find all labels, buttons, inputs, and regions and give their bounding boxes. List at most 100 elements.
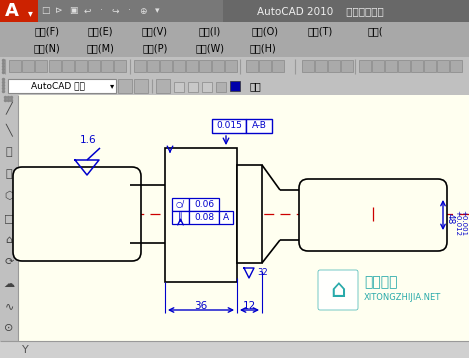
Text: 修改(M): 修改(M) [86,43,114,53]
Bar [219,211,233,224]
Bar [0,22,469,40]
Bar [49,60,61,72]
Text: AutoCAD 经典: AutoCAD 经典 [31,82,85,91]
Text: ○/: ○/ [176,200,185,209]
Bar [246,60,258,72]
Text: ⊙: ⊙ [4,323,14,333]
Text: AutoCAD 2010    零件轴的标注: AutoCAD 2010 零件轴的标注 [257,6,383,16]
FancyBboxPatch shape [318,270,358,310]
Bar [216,82,226,92]
Text: 1.6: 1.6 [80,135,97,145]
Bar [172,211,189,224]
Text: ⌂: ⌂ [6,235,13,245]
Bar [173,60,185,72]
Bar [246,119,272,133]
Text: ▾: ▾ [155,6,159,15]
Bar [9,60,21,72]
Text: ⌒: ⌒ [6,147,12,157]
Bar [88,60,100,72]
Bar [62,60,74,72]
Bar [147,60,159,72]
Bar [134,79,148,93]
Text: 工具(T): 工具(T) [307,26,333,36]
Text: 参数(P): 参数(P) [142,43,168,53]
Text: 12: 12 [243,301,256,311]
Bar [0,341,469,358]
FancyBboxPatch shape [299,179,447,251]
Bar [156,79,170,93]
Bar [0,76,469,95]
Text: A-B: A-B [251,121,266,131]
Text: 标注(N): 标注(N) [34,43,61,53]
Text: ·: · [99,6,102,15]
Bar [75,60,87,72]
Bar [165,148,237,282]
Text: □: □ [4,213,14,223]
Bar [0,40,469,57]
Text: ⌂: ⌂ [330,278,346,302]
Bar [189,211,219,224]
Bar [450,60,462,72]
Bar [202,82,212,92]
Text: 0.015: 0.015 [216,121,242,131]
Bar [188,82,198,92]
Text: ╲: ╲ [6,124,12,136]
Bar [398,60,410,72]
Text: 绘图(: 绘图( [367,26,383,36]
Text: ▾: ▾ [110,82,114,91]
FancyBboxPatch shape [13,167,141,261]
Bar [359,60,371,72]
Bar [272,60,284,72]
Text: 视图(V): 视图(V) [142,26,168,36]
Bar [199,60,211,72]
Bar [237,165,262,263]
Text: 0.06: 0.06 [194,200,214,209]
Text: 48: 48 [446,213,454,225]
Text: A: A [5,2,19,20]
Text: ▾: ▾ [28,8,32,18]
Text: 0.08: 0.08 [194,213,214,222]
Bar [212,119,246,133]
Bar [22,60,34,72]
Bar [230,81,240,91]
Text: 文件(F): 文件(F) [35,26,60,36]
Text: +0.012: +0.012 [454,210,460,236]
Bar [341,60,353,72]
Bar [186,60,198,72]
Text: Y: Y [22,345,29,355]
Text: 标注: 标注 [249,81,261,91]
Text: 系统之家: 系统之家 [364,275,398,289]
Text: ∿: ∿ [4,301,14,311]
Bar [372,60,384,72]
Text: 编辑(E): 编辑(E) [87,26,113,36]
Text: ↩: ↩ [83,6,91,15]
Text: ·: · [128,6,130,15]
Bar [160,60,172,72]
Text: ⌣: ⌣ [6,169,12,179]
Text: 格式(O): 格式(O) [251,26,279,36]
Text: ⬡: ⬡ [4,191,14,201]
Bar [0,95,18,341]
Text: ╱: ╱ [6,102,12,115]
Bar [134,60,146,72]
Bar [38,0,223,22]
Bar [189,198,219,211]
Bar [315,60,327,72]
Bar [0,57,469,76]
Text: +0.001: +0.001 [460,210,466,236]
Text: 36: 36 [194,301,208,311]
Text: 窗口(W): 窗口(W) [196,43,225,53]
Text: ∥: ∥ [178,213,183,223]
Bar [8,79,116,93]
Text: 插入(I): 插入(I) [199,26,221,36]
Bar [0,0,38,22]
Text: □: □ [41,6,49,15]
Bar [212,60,224,72]
Bar [118,79,132,93]
Bar [114,60,126,72]
Bar [385,60,397,72]
Text: ⊕: ⊕ [139,6,147,15]
Bar [259,60,271,72]
Bar [174,82,184,92]
Bar [302,60,314,72]
